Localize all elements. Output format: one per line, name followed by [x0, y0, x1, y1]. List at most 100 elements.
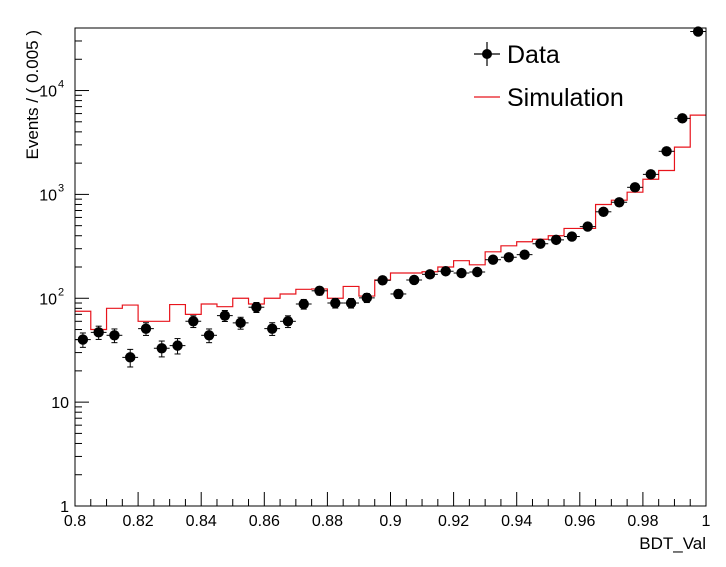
x-axis: 0.8 0.82 0.84 0.86 0.88 0.9 0.92 0.94 0.96 0.98 1	[64, 492, 711, 530]
y-tick-base: 10	[39, 84, 57, 101]
data-marker	[440, 266, 451, 277]
data-marker	[456, 267, 467, 279]
x-axis-label: BDT_Val	[639, 534, 706, 553]
data-point	[343, 297, 359, 309]
y-tick-exponent: 4	[58, 79, 64, 91]
legend-data-marker	[482, 49, 492, 59]
data-marker	[361, 292, 373, 304]
legend: Data Simulation	[474, 41, 624, 112]
data-point	[611, 197, 628, 208]
x-tick-label: 0.96	[564, 513, 595, 530]
data-marker	[519, 249, 530, 260]
data-marker	[424, 269, 436, 280]
data-point	[390, 288, 407, 300]
y-tick-label: 10	[51, 395, 69, 412]
data-point	[469, 266, 486, 278]
x-tick-label: 0.86	[249, 513, 280, 530]
data-point	[358, 292, 375, 304]
data-point	[579, 221, 596, 232]
y-tick-base: 10	[51, 395, 69, 412]
data-marker	[125, 352, 136, 363]
legend-simulation-label: Simulation	[507, 84, 624, 112]
data-point	[516, 249, 533, 260]
data-marker	[614, 197, 625, 208]
y-tick-label: 10 4	[39, 79, 64, 101]
x-tick-label: 0.82	[123, 513, 154, 530]
data-point	[327, 297, 344, 309]
data-point	[280, 315, 296, 329]
data-point	[422, 269, 438, 280]
x-tick-label: 0.8	[64, 513, 86, 530]
data-marker	[535, 238, 546, 249]
data-point	[153, 340, 170, 358]
data-point	[453, 267, 470, 279]
data-point	[122, 348, 139, 368]
data-marker	[377, 275, 388, 286]
data-point	[216, 310, 233, 322]
data-marker	[266, 323, 278, 334]
data-marker	[203, 330, 215, 341]
data-marker	[188, 316, 199, 327]
x-tick-label: 0.9	[379, 513, 401, 530]
data-point	[564, 231, 580, 242]
data-point	[264, 322, 281, 336]
x-tick-label: 0.98	[627, 513, 658, 530]
y-tick-label: 10 2	[39, 286, 64, 308]
data-marker	[77, 334, 89, 345]
data-point	[311, 285, 328, 297]
data-marker	[345, 297, 357, 309]
data-point	[437, 266, 454, 277]
data-marker	[235, 317, 246, 329]
data-point	[690, 26, 706, 37]
data-series	[75, 26, 706, 368]
y-tick-label: 10 3	[39, 182, 64, 204]
y-tick-base: 10	[39, 291, 57, 308]
data-marker	[314, 285, 325, 297]
data-marker	[393, 288, 404, 300]
data-point	[595, 206, 612, 217]
data-point	[532, 238, 549, 249]
data-marker	[251, 302, 262, 313]
data-point	[627, 182, 643, 193]
data-marker	[487, 254, 499, 265]
x-tick-label: 0.88	[312, 513, 343, 530]
data-marker	[550, 234, 562, 246]
data-point	[548, 234, 565, 246]
data-marker	[692, 26, 704, 37]
data-point	[295, 298, 312, 310]
x-tick-label: 0.92	[438, 513, 469, 530]
data-point	[406, 274, 423, 286]
x-tick-label: 0.84	[186, 513, 217, 530]
y-tick-base: 1	[60, 499, 69, 516]
y-tick-exponent: 2	[58, 286, 64, 298]
data-marker	[661, 146, 672, 157]
data-point	[658, 146, 675, 157]
data-marker	[598, 206, 609, 217]
y-tick-base: 10	[39, 187, 57, 204]
data-marker	[282, 316, 294, 327]
data-point	[90, 325, 107, 340]
data-point	[185, 315, 202, 329]
x-tick-label: 1	[702, 513, 711, 530]
data-marker	[172, 340, 183, 351]
data-marker	[298, 298, 309, 310]
data-marker	[566, 231, 578, 242]
x-tick-label: 0.94	[501, 513, 532, 530]
data-marker	[156, 343, 167, 354]
data-marker	[93, 327, 104, 338]
data-point	[201, 328, 217, 344]
y-axis-label: Events / ( 0.005 )	[23, 30, 42, 159]
data-point	[169, 338, 186, 355]
data-marker	[677, 113, 688, 124]
data-point	[642, 169, 659, 180]
legend-data-label: Data	[507, 41, 560, 69]
data-marker	[330, 297, 341, 309]
data-point	[500, 252, 517, 263]
data-marker	[645, 169, 656, 180]
data-marker	[219, 310, 231, 321]
data-point	[232, 316, 249, 330]
data-point	[138, 322, 154, 336]
data-marker	[472, 266, 483, 278]
